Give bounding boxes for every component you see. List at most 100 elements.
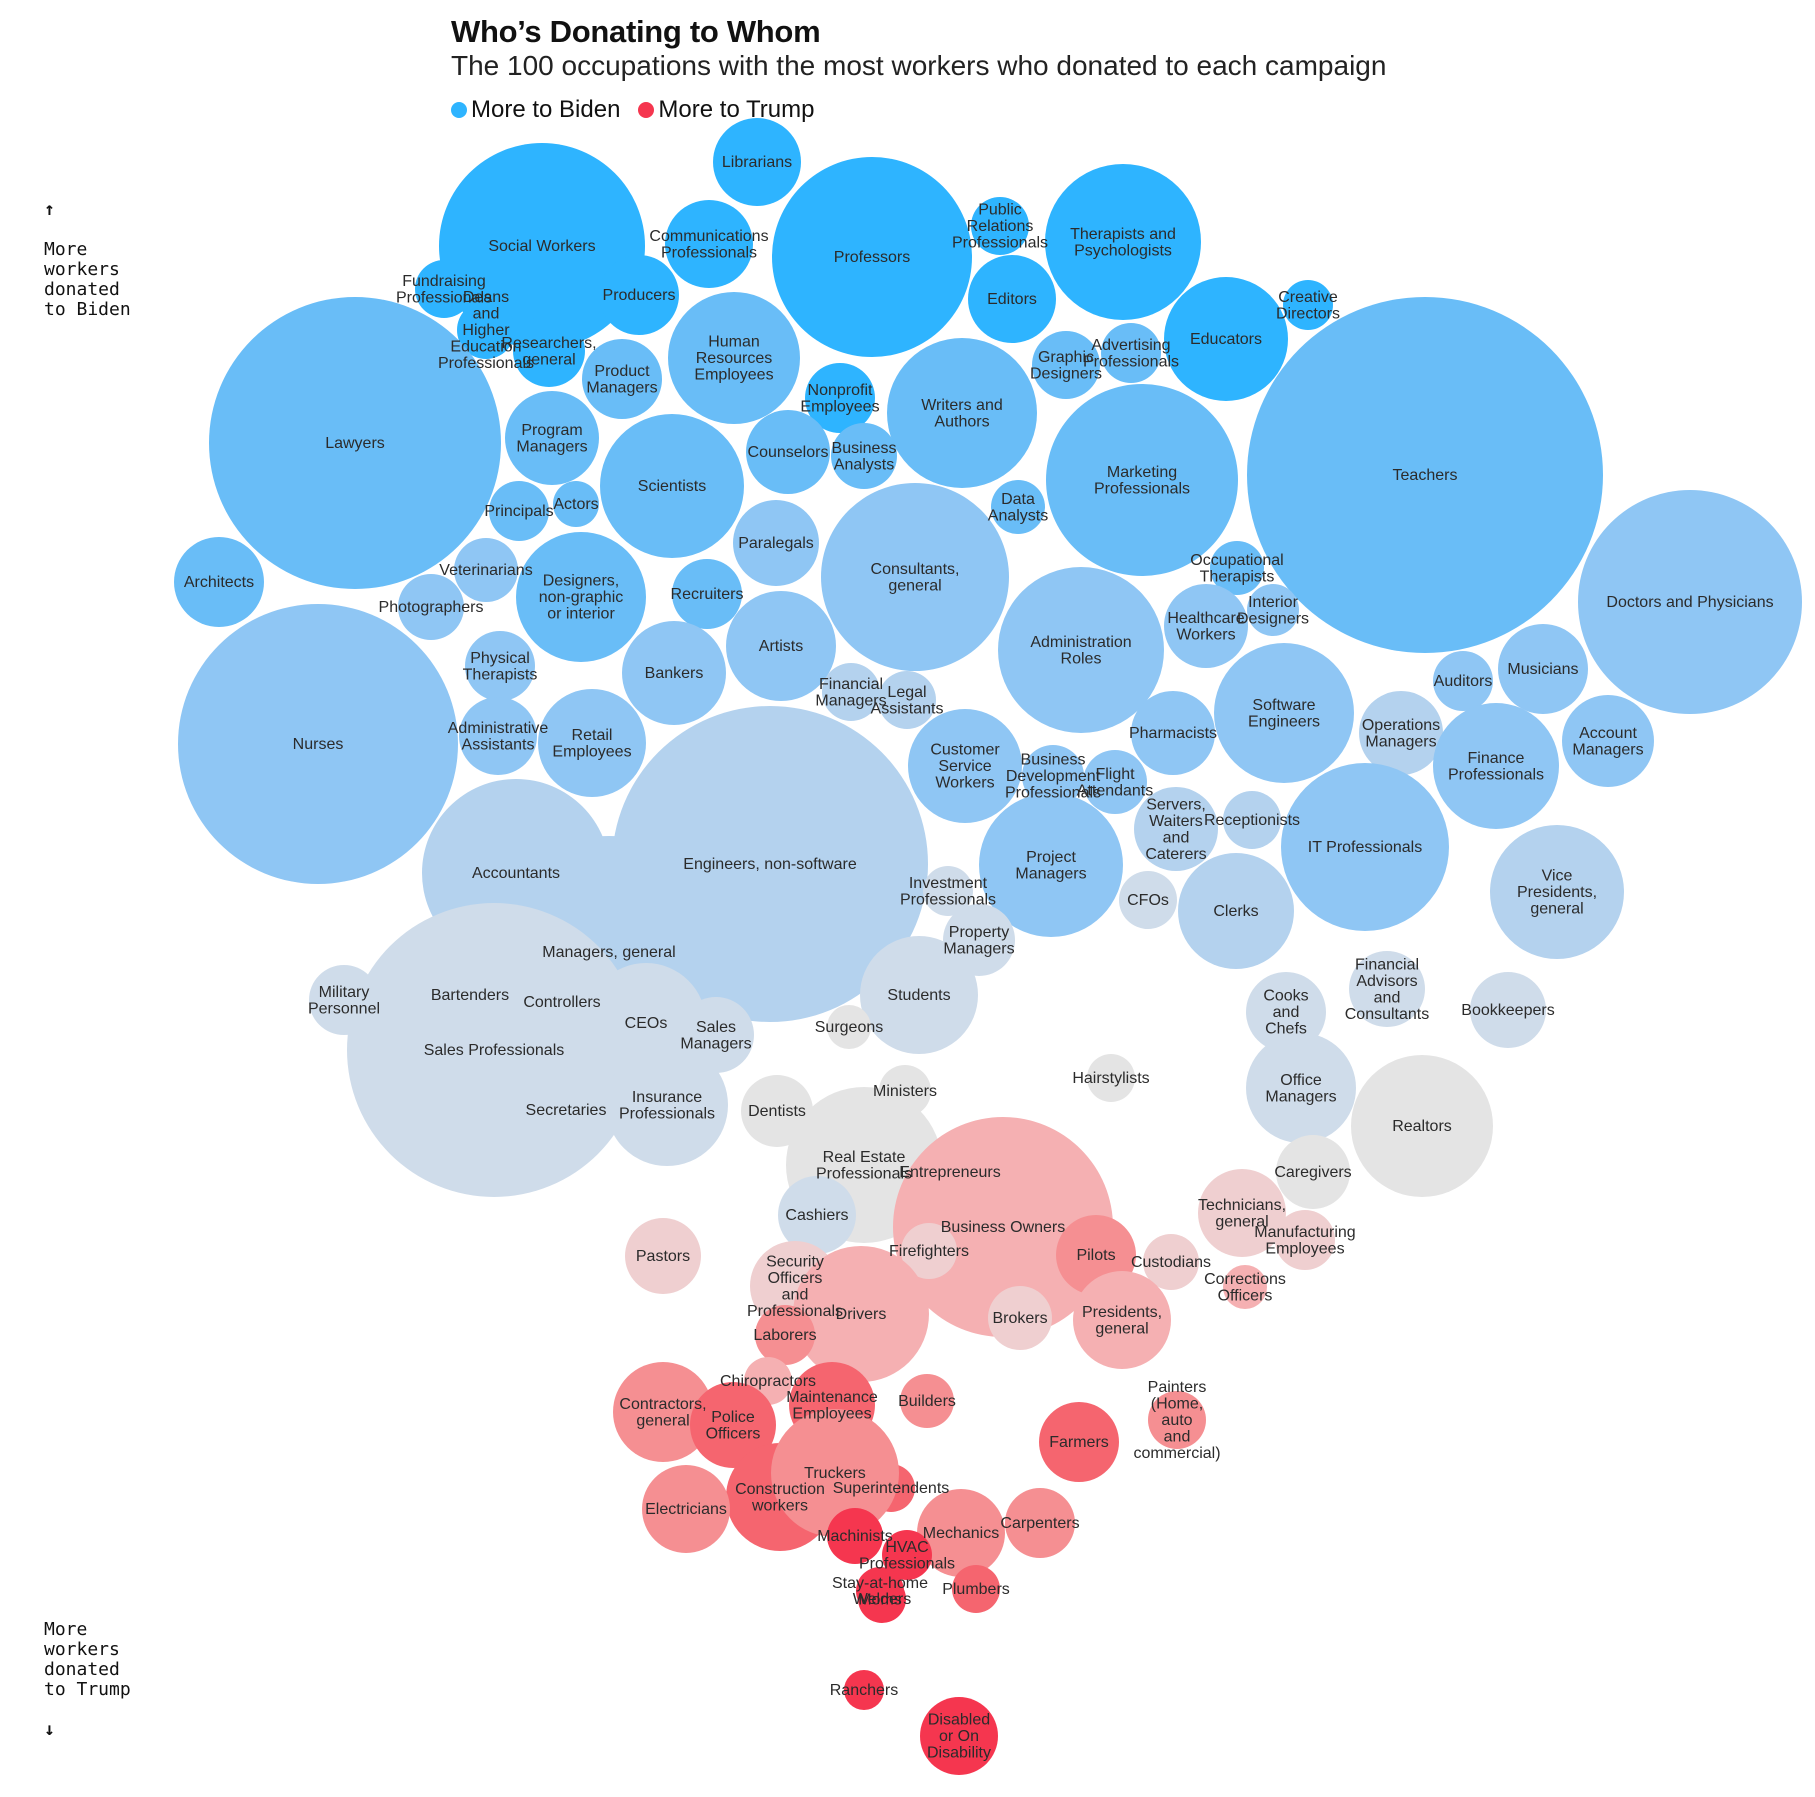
bubble-label-investment-professionals: Investment Professionals (900, 875, 996, 909)
bubble-auditors (1433, 651, 1493, 711)
bubble-graphic-designers (1032, 331, 1100, 399)
bubble-veterinarians (454, 538, 518, 602)
arrow-down-icon: ↓ (44, 1719, 55, 1740)
bubble-painters-home-auto-and-commercial (1148, 1391, 1206, 1449)
bubble-label-it-professionals: IT Professionals (1308, 839, 1422, 856)
bubble-actors (553, 481, 599, 527)
bubble-label-hairstylists: Hairstylists (1072, 1070, 1149, 1087)
bubble-customer-service-workers (908, 709, 1022, 823)
bubble-drivers (793, 1246, 929, 1382)
bubble-technicians-general (1198, 1169, 1286, 1257)
bubble-label-librarians: Librarians (722, 154, 792, 171)
bubble-creative-directors (1283, 280, 1333, 330)
bubble-label-architects: Architects (184, 574, 254, 591)
bubble-label-professors: Professors (834, 249, 910, 266)
bubble-machinists (827, 1508, 883, 1564)
bubble-label-business-owners: Business Owners (941, 1219, 1066, 1236)
bubble-label-ministers: Ministers (873, 1083, 937, 1100)
bubble-label-drivers: Drivers (836, 1306, 887, 1323)
bubble-consultants-general (821, 483, 1009, 671)
bubble-label-managers-general: Managers, general (542, 944, 675, 961)
bubble-label-technicians-general: Technicians, general (1198, 1197, 1286, 1231)
bubble-contractors-general (613, 1362, 713, 1462)
legend-label-biden: More to Biden (471, 96, 621, 123)
bubble-label-secretaries: Secretaries (526, 1102, 607, 1119)
bubble-software-engineers (1214, 643, 1354, 783)
bubble-label-builders: Builders (898, 1393, 956, 1410)
bubble-data-analysts (991, 480, 1045, 534)
bubble-office-managers (1246, 1033, 1356, 1143)
bubble-paralegals (733, 500, 819, 586)
bubble-label-business-development-professionals: Business Development Professionals (1005, 752, 1101, 802)
bubble-label-chiropractors: Chiropractors (720, 1373, 816, 1390)
bubble-label-manufacturing-employees: Manufacturing Employees (1254, 1224, 1355, 1258)
bubble-label-teachers: Teachers (1393, 467, 1458, 484)
bubble-artists (726, 591, 836, 701)
bubble-label-realtors: Realtors (1392, 1118, 1452, 1135)
bubble-label-software-engineers: Software Engineers (1248, 697, 1320, 731)
bubble-retail-employees (538, 689, 646, 797)
bubble-truckers (771, 1409, 899, 1537)
bubble-label-auditors: Auditors (1434, 673, 1493, 690)
bubbles (174, 118, 1802, 1775)
bubble-students (860, 936, 978, 1054)
bubble-label-advertising-professionals: Advertising Professionals (1083, 337, 1179, 371)
bubble-label-students: Students (887, 987, 950, 1004)
bubble-label-servers-waiters-and-caterers: Servers, Waiters and Caterers (1145, 796, 1206, 863)
bubble-label-hvac-professionals: HVAC Professionals (859, 1539, 955, 1573)
bubble-label-deans-and-higher-education-professionals: Deans and Higher Education Professionals (438, 289, 534, 372)
bubble-label-receptionists: Receptionists (1204, 812, 1300, 829)
bubble-label-graphic-designers: Graphic Designers (1030, 349, 1102, 383)
bubble-program-managers (505, 391, 599, 485)
chart-subtitle: The 100 occupations with the most worker… (451, 50, 1387, 81)
bubble-label-occupational-therapists: Occupational Therapists (1190, 552, 1283, 586)
bubble-label-business-analysts: Business Analysts (832, 440, 897, 474)
bubble-producers (599, 255, 679, 335)
bubble-label-insurance-professionals: Insurance Professionals (619, 1089, 715, 1123)
legend-item-biden: More to Biden (451, 96, 620, 124)
bubble-bookkeepers (1470, 972, 1546, 1048)
legend-label-trump: More to Trump (658, 96, 815, 123)
bubble-designers-non-graphic-or-interior (516, 532, 646, 662)
bubble-label-project-managers: Project Managers (1015, 849, 1086, 883)
bubble-realtors (1351, 1055, 1493, 1197)
bubble-social-workers (439, 143, 645, 349)
bubble-label-accountants: Accountants (472, 865, 560, 882)
bubble-product-managers (582, 339, 662, 419)
legend-swatch-trump (638, 102, 655, 118)
bubble-business-analysts (831, 423, 897, 489)
bubble-label-musicians: Musicians (1507, 661, 1578, 678)
axis-note-trump-label: More workers donated to Trump (44, 1619, 131, 1700)
bubble-label-cashiers: Cashiers (785, 1207, 848, 1224)
chart-legend: More to Biden More to Trump (451, 95, 832, 125)
bubble-label-machinists: Machinists (817, 1528, 893, 1545)
bubble-label-pharmacists: Pharmacists (1129, 725, 1217, 742)
bubble-librarians (713, 118, 801, 206)
bubble-label-security-officers-and-professionals: Security Officers and Professionals (747, 1253, 843, 1320)
bubble-administrative-assistants (459, 697, 537, 775)
bubble-label-controllers: Controllers (523, 994, 600, 1011)
bubble-label-nonprofit-employees: Nonprofit Employees (800, 382, 879, 416)
bubble-brokers (988, 1286, 1052, 1350)
bubble-architects (174, 537, 264, 627)
bubble-fundraising-professionals (415, 260, 473, 318)
legend-swatch-biden (451, 102, 467, 118)
bubble-label-vice-presidents-general: Vice Presidents, general (1517, 868, 1597, 918)
bubble-label-researchers-general: Researchers, general (501, 335, 596, 369)
bubble-label-painters-home-auto-and-commercial: Painters (Home, auto and commercial) (1133, 1379, 1220, 1462)
bubble-label-ranchers: Ranchers (830, 1682, 898, 1699)
bubble-educators (1164, 277, 1288, 401)
bubble-label-consultants-general: Consultants, general (871, 561, 960, 595)
bubble-account-managers (1562, 695, 1654, 787)
bubble-business-owners (893, 1117, 1113, 1337)
bubble-label-legal-assistants: Legal Assistants (871, 684, 944, 718)
bubble-label-bookkeepers: Bookkeepers (1461, 1002, 1554, 1019)
bubble-manufacturing-employees (1275, 1210, 1335, 1270)
chart-title: Who’s Donating to Whom (451, 14, 821, 49)
bubble-electricians (642, 1465, 730, 1553)
bubble-label-custodians: Custodians (1131, 1254, 1211, 1271)
bubble-researchers-general (513, 315, 585, 387)
bubble-operations-managers (1359, 691, 1443, 775)
bubble-writers-and-authors (887, 338, 1037, 488)
